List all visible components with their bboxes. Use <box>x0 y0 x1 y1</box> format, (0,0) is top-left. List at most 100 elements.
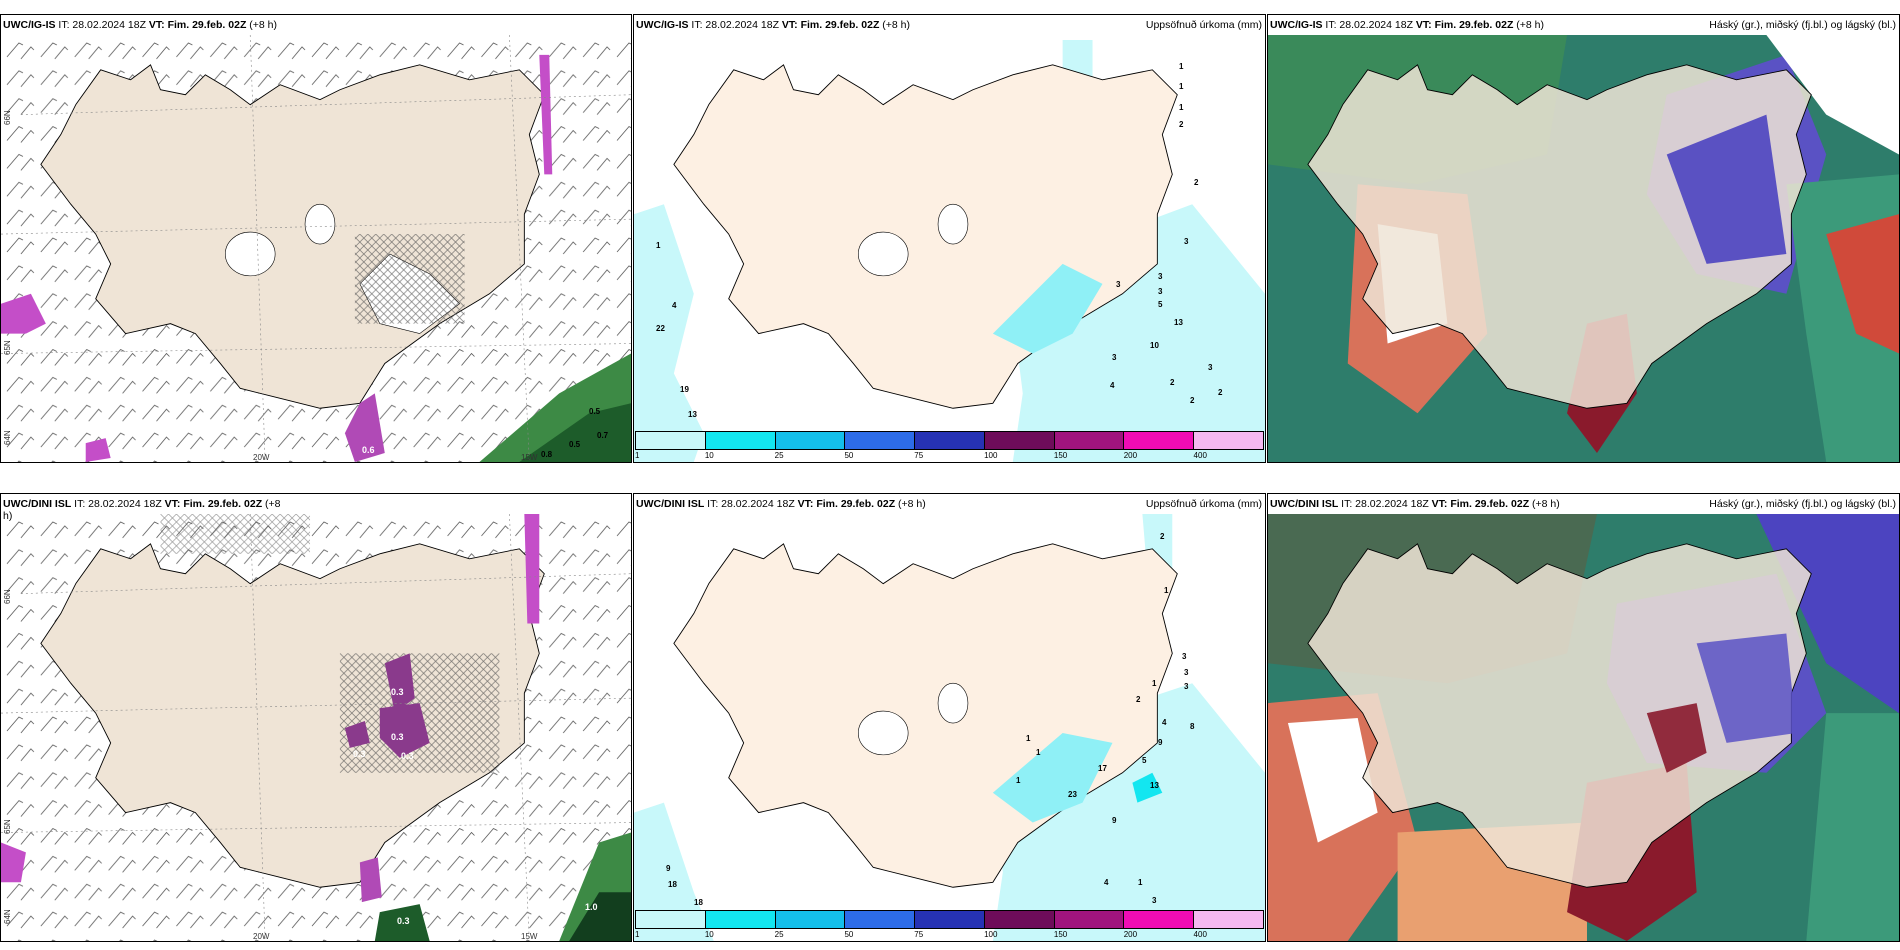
precip-value: 1 <box>656 241 661 250</box>
colorbar-swatch <box>1054 911 1125 928</box>
lat-label: 65N <box>3 340 12 355</box>
precip-value: 9 <box>1112 816 1117 825</box>
panel-header: UWC/IG-IS IT: 28.02.2024 18Z VT: Fim. 29… <box>1270 19 1545 31</box>
lat-label: 64N <box>3 909 12 924</box>
panel-subtitle: Uppsöfnuð úrkoma (mm) <box>1145 19 1262 31</box>
colorbar-tick: 75 <box>914 930 924 939</box>
precip-value: 22 <box>656 324 665 333</box>
precip-value: 0.7 <box>597 431 609 440</box>
colorbar-tick: 50 <box>844 451 854 460</box>
colorbar-tick: 1 <box>635 451 640 460</box>
precip-value: 2 <box>1218 388 1223 397</box>
colorbar-tick: 200 <box>1123 451 1138 460</box>
colorbar-tick: 10 <box>704 930 714 939</box>
precip-value: 1 <box>1164 586 1169 595</box>
map-wind-barbs <box>1 514 631 941</box>
lat-label: 64N <box>3 430 12 445</box>
precip-value: 4 <box>1162 718 1167 727</box>
colorbar-swatch <box>775 911 846 928</box>
precip-value: 3 <box>1116 280 1121 289</box>
precip-value: 0.6 <box>362 445 375 455</box>
map-precip <box>634 35 1265 462</box>
precip-value: 0.3 <box>391 687 404 697</box>
precip-value: 3 <box>1158 272 1163 281</box>
precip-value: 1.0 <box>585 902 598 912</box>
colorbar-tick: 400 <box>1193 930 1207 939</box>
precip-value: 1 <box>1036 748 1041 757</box>
colorbar-tick: 150 <box>1053 451 1068 460</box>
colorbar-tick: 75 <box>914 451 924 460</box>
lon-label: 15W <box>521 932 538 941</box>
colorbar-swatch <box>915 911 985 928</box>
precip-value: 0.8 <box>541 450 553 459</box>
precip-value: 3 <box>1184 668 1189 677</box>
precip-value: 18 <box>694 898 703 907</box>
colorbar-swatch <box>705 432 776 449</box>
precip-value: 1 <box>1152 679 1157 688</box>
precip-value: 13 <box>688 410 697 419</box>
colorbar-tick: 400 <box>1193 451 1207 460</box>
lon-label: 20W <box>253 453 270 462</box>
colorbar-swatch <box>984 911 1055 928</box>
colorbar-tick: 25 <box>774 451 784 460</box>
lat-label: 66N <box>3 589 12 604</box>
precip-value: 1 <box>1179 62 1184 71</box>
precip-value: 3 <box>1208 363 1213 372</box>
precip-colorbar: 1 10 25 50 75 100 150 200 400 <box>635 910 1264 940</box>
precip-value: 9 <box>666 864 671 873</box>
iceland-landmass <box>40 543 545 888</box>
precip-value: 1 <box>1179 103 1184 112</box>
colorbar-swatch <box>1124 911 1195 928</box>
panel-igis-wind: UWC/IG-IS IT: 28.02.2024 18Z VT: Fim. 29… <box>0 14 632 463</box>
precip-value: 2 <box>1194 178 1199 187</box>
colorbar-swatch <box>845 432 916 449</box>
precip-value: 5 <box>1142 756 1147 765</box>
panel-subtitle: Háský (gr.), miðský (fj.bl.) og lágský (… <box>1709 498 1896 510</box>
precip-value: 3 <box>1182 652 1187 661</box>
precip-value: 0.5 <box>569 440 581 449</box>
precip-value: 3 <box>1184 237 1189 246</box>
precip-value: 2 <box>1160 532 1165 541</box>
precip-value: 5 <box>1158 300 1163 309</box>
precip-value: 19 <box>680 385 689 394</box>
lon-label: 15W <box>521 453 538 462</box>
precip-value: 13 <box>1150 781 1159 790</box>
precip-value: 3 <box>1184 682 1189 691</box>
lat-label: 65N <box>3 819 12 834</box>
precip-value: 23 <box>1068 790 1077 799</box>
colorbar-tick: 150 <box>1053 930 1068 939</box>
colorbar-swatch <box>1124 432 1195 449</box>
colorbar-swatch <box>705 911 776 928</box>
precip-value: 10 <box>1150 341 1159 350</box>
colorbar-swatch <box>1194 911 1264 928</box>
precip-value: 2 <box>1179 120 1184 129</box>
precip-value: 2 <box>1170 378 1175 387</box>
colorbar-tick: 100 <box>984 930 998 939</box>
map-precip <box>634 514 1265 941</box>
map-clouds <box>1268 35 1899 462</box>
panel-header: UWC/DINI ISL IT: 28.02.2024 18Z VT: Fim.… <box>1270 498 1560 510</box>
panel-header: UWC/IG-IS IT: 28.02.2024 18Z VT: Fim. 29… <box>636 19 911 31</box>
precip-value: 4 <box>1104 878 1109 887</box>
lat-label: 66N <box>3 110 12 125</box>
precip-value: 4 <box>672 301 677 310</box>
precip-value: 0.3 <box>391 732 404 742</box>
colorbar-swatch <box>845 911 916 928</box>
colorbar-tick: 100 <box>984 451 998 460</box>
panel-dini-wind: UWC/DINI ISL IT: 28.02.2024 18Z VT: Fim.… <box>0 493 632 942</box>
panel-igis-precip: UWC/IG-IS IT: 28.02.2024 18Z VT: Fim. 29… <box>633 14 1266 463</box>
precip-value: 17 <box>1098 764 1107 773</box>
precip-value: 1 <box>1179 82 1184 91</box>
colorbar-swatch <box>775 432 846 449</box>
colorbar-swatch <box>915 432 985 449</box>
precip-value: 9 <box>1158 738 1163 747</box>
colorbar-swatch <box>636 432 706 449</box>
map-clouds <box>1268 514 1899 941</box>
panel-dini-precip: UWC/DINI ISL IT: 28.02.2024 18Z VT: Fim.… <box>633 493 1266 942</box>
precip-value: 8 <box>1190 722 1195 731</box>
panel-igis-clouds: UWC/IG-IS IT: 28.02.2024 18Z VT: Fim. 29… <box>1267 14 1900 463</box>
panel-subtitle: Uppsöfnuð úrkoma (mm) <box>1145 498 1262 510</box>
precip-value: 1 <box>1026 734 1031 743</box>
lon-label: 20W <box>253 932 270 941</box>
precip-value: 2 <box>1190 396 1195 405</box>
